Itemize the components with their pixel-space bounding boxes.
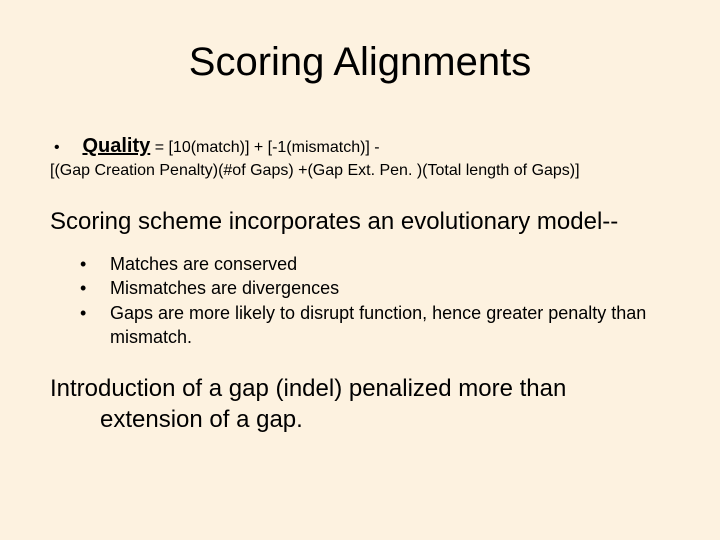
formula-block: • Quality = [10(match)] + [-1(mismatch)]… (50, 135, 670, 180)
list-item: Matches are conserved (50, 252, 670, 276)
subheading: Scoring scheme incorporates an evolution… (50, 208, 670, 236)
list-item: Mismatches are divergences (50, 276, 670, 300)
formula-line1-rest: = [10(match)] + [-1(mismatch)] - (150, 139, 379, 156)
slide-title: Scoring Alignments (50, 40, 670, 85)
list-item: Gaps are more likely to disrupt function… (50, 301, 670, 350)
closing-text: Introduction of a gap (indel) penalized … (50, 373, 670, 435)
formula-line-1: • Quality = [10(match)] + [-1(mismatch)]… (50, 135, 670, 158)
bullet-list: Matches are conserved Mismatches are div… (50, 252, 670, 349)
formula-line-2: [(Gap Creation Penalty)(#of Gaps) +(Gap … (50, 162, 670, 180)
slide-container: Scoring Alignments • Quality = [10(match… (0, 0, 720, 540)
quality-label: Quality (82, 135, 150, 157)
bullet-icon: • (50, 139, 78, 157)
